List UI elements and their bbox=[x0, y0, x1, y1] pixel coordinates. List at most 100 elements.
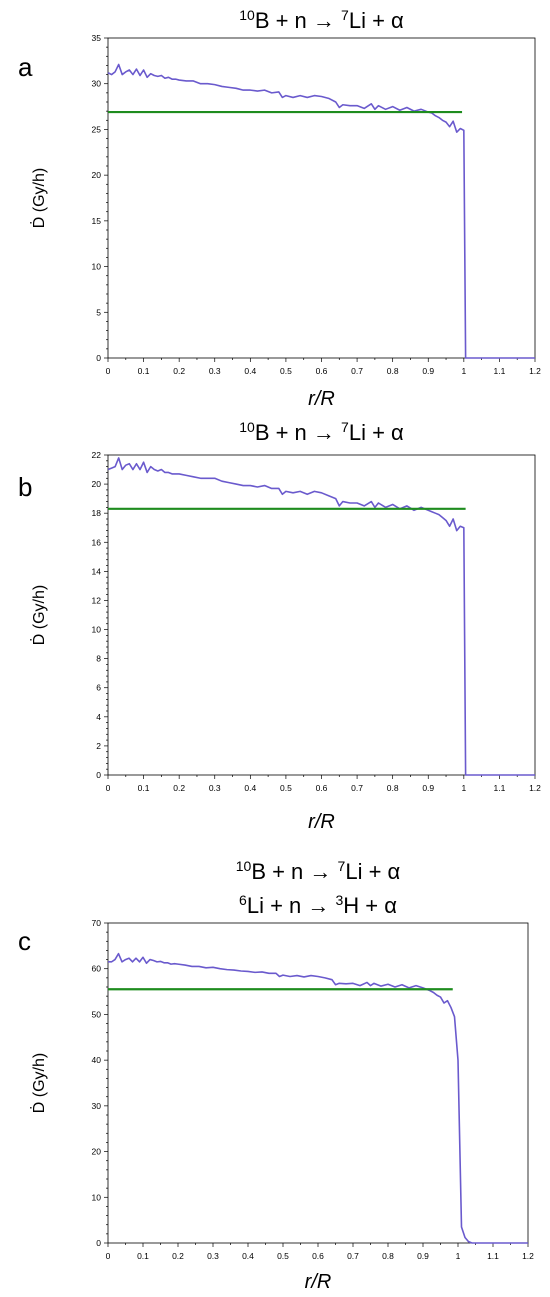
plot-frame bbox=[107, 454, 536, 776]
x-tick-label: 0.5 bbox=[277, 1251, 289, 1261]
mass-number-superscript: 10 bbox=[239, 419, 255, 435]
mass-number-superscript: 7 bbox=[341, 7, 349, 23]
reaction-text: B + n → bbox=[251, 859, 337, 884]
x-tick-label: 0.9 bbox=[422, 783, 434, 793]
y-axis-label: Ḋ (Gy/h) bbox=[29, 168, 48, 228]
x-tick-label: 0.6 bbox=[312, 1251, 324, 1261]
dose-profile-line bbox=[108, 952, 528, 1244]
panel-letter: a bbox=[18, 52, 33, 82]
y-tick-label: 60 bbox=[92, 964, 102, 974]
x-tick-label: 0.8 bbox=[387, 783, 399, 793]
x-tick-label: 0 bbox=[106, 366, 111, 376]
x-tick-label: 0.2 bbox=[173, 366, 185, 376]
x-tick-label: 0.4 bbox=[242, 1251, 254, 1261]
y-axis-label: Ḋ (Gy/h) bbox=[29, 1053, 48, 1113]
x-tick-label: 0.6 bbox=[316, 783, 328, 793]
x-tick-label: 0.7 bbox=[351, 783, 363, 793]
x-axis-label: r/R bbox=[308, 388, 335, 410]
x-tick-label: 0.7 bbox=[347, 1251, 359, 1261]
reaction-text: B + n → bbox=[255, 8, 341, 33]
y-axis-label: Ḋ (Gy/h) bbox=[29, 585, 48, 645]
x-tick-label: 0.5 bbox=[280, 366, 292, 376]
x-tick-label: 0.4 bbox=[244, 783, 256, 793]
x-tick-label: 1 bbox=[461, 366, 466, 376]
x-tick-label: 0 bbox=[106, 783, 111, 793]
x-tick-label: 0.6 bbox=[316, 366, 328, 376]
x-tick-label: 0.1 bbox=[137, 1251, 149, 1261]
y-tick-label: 40 bbox=[92, 1055, 102, 1065]
x-tick-label: 0.3 bbox=[209, 366, 221, 376]
chart-panel-a: 10B + n → 7Li + αa0 0.1 0.2 0.3 0.4 0.5 0.6 0.7… bbox=[18, 7, 541, 410]
x-tick-label: 0.4 bbox=[244, 366, 256, 376]
y-tick-label: 2 bbox=[96, 741, 101, 751]
plot-frame bbox=[107, 37, 536, 359]
y-tick-label: 20 bbox=[92, 1147, 102, 1157]
x-tick-label: 0.5 bbox=[280, 783, 292, 793]
x-tick-label: 1 bbox=[461, 783, 466, 793]
chart-title-line: 10B + n → 7Li + α bbox=[239, 7, 404, 33]
y-tick-label: 70 bbox=[92, 918, 102, 928]
y-tick-label: 15 bbox=[92, 216, 102, 226]
chart-title-line: 10B + n → 7Li + α bbox=[236, 858, 401, 884]
panel-letter: c bbox=[18, 926, 31, 956]
y-tick-label: 50 bbox=[92, 1009, 102, 1019]
mass-number-superscript: 6 bbox=[239, 892, 247, 908]
y-tick-label: 4 bbox=[96, 712, 101, 722]
y-tick-label: 5 bbox=[96, 307, 101, 317]
reaction-text: Li + α bbox=[345, 859, 400, 884]
dose-profile-line bbox=[107, 457, 535, 776]
x-tick-label: 1.2 bbox=[529, 783, 541, 793]
y-tick-label: 6 bbox=[96, 683, 101, 693]
x-tick-label: 0.9 bbox=[422, 366, 434, 376]
x-tick-label: 0.7 bbox=[351, 366, 363, 376]
y-tick-label: 25 bbox=[92, 124, 102, 134]
y-tick-label: 10 bbox=[92, 1192, 102, 1202]
x-tick-label: 0.1 bbox=[138, 366, 150, 376]
x-tick-label: 0.2 bbox=[173, 783, 185, 793]
plot-frame bbox=[107, 922, 529, 1244]
x-tick-label: 0.9 bbox=[417, 1251, 429, 1261]
x-axis-label: r/R bbox=[308, 811, 335, 833]
y-tick-label: 20 bbox=[92, 479, 102, 489]
reaction-text: Li + α bbox=[349, 8, 404, 33]
x-tick-label: 1.2 bbox=[529, 366, 541, 376]
y-tick-label: 12 bbox=[92, 595, 102, 605]
chart-title-line: 10B + n → 7Li + α bbox=[239, 419, 404, 445]
mass-number-superscript: 10 bbox=[236, 858, 252, 874]
y-tick-label: 30 bbox=[92, 79, 102, 89]
x-tick-label: 0.3 bbox=[207, 1251, 219, 1261]
x-tick-label: 1 bbox=[456, 1251, 461, 1261]
y-tick-label: 0 bbox=[96, 770, 101, 780]
y-tick-label: 18 bbox=[92, 508, 102, 518]
y-tick-label: 35 bbox=[92, 33, 102, 43]
chart-panel-b: 10B + n → 7Li + αb0 0.1 0.2 0.3 0.4 0.5 0.6 0.7… bbox=[18, 419, 541, 833]
x-tick-label: 1.2 bbox=[522, 1251, 534, 1261]
x-tick-label: 0.8 bbox=[387, 366, 399, 376]
y-tick-label: 10 bbox=[92, 625, 102, 635]
x-tick-label: 0.1 bbox=[138, 783, 150, 793]
reaction-text: B + n → bbox=[255, 420, 341, 445]
x-tick-label: 0.3 bbox=[209, 783, 221, 793]
x-tick-label: 1.1 bbox=[494, 783, 506, 793]
y-tick-label: 16 bbox=[92, 537, 102, 547]
x-axis-label: r/R bbox=[305, 1271, 332, 1293]
reaction-text: H + α bbox=[343, 893, 397, 918]
x-tick-label: 1.1 bbox=[487, 1251, 499, 1261]
x-tick-label: 0 bbox=[106, 1251, 111, 1261]
mass-number-superscript: 7 bbox=[338, 858, 346, 874]
mass-number-superscript: 3 bbox=[335, 892, 343, 908]
x-tick-label: 0.2 bbox=[172, 1251, 184, 1261]
x-tick-label: 0.8 bbox=[382, 1251, 394, 1261]
y-tick-label: 10 bbox=[92, 262, 102, 272]
y-tick-label: 0 bbox=[96, 1238, 101, 1248]
reaction-text: Li + α bbox=[349, 420, 404, 445]
y-tick-label: 20 bbox=[92, 170, 102, 180]
y-tick-label: 22 bbox=[92, 450, 102, 460]
x-tick-label: 1.1 bbox=[494, 366, 506, 376]
dose-profile-line bbox=[107, 63, 535, 359]
reaction-text: Li + n → bbox=[247, 893, 336, 918]
mass-number-superscript: 10 bbox=[239, 7, 255, 23]
mass-number-superscript: 7 bbox=[341, 419, 349, 435]
